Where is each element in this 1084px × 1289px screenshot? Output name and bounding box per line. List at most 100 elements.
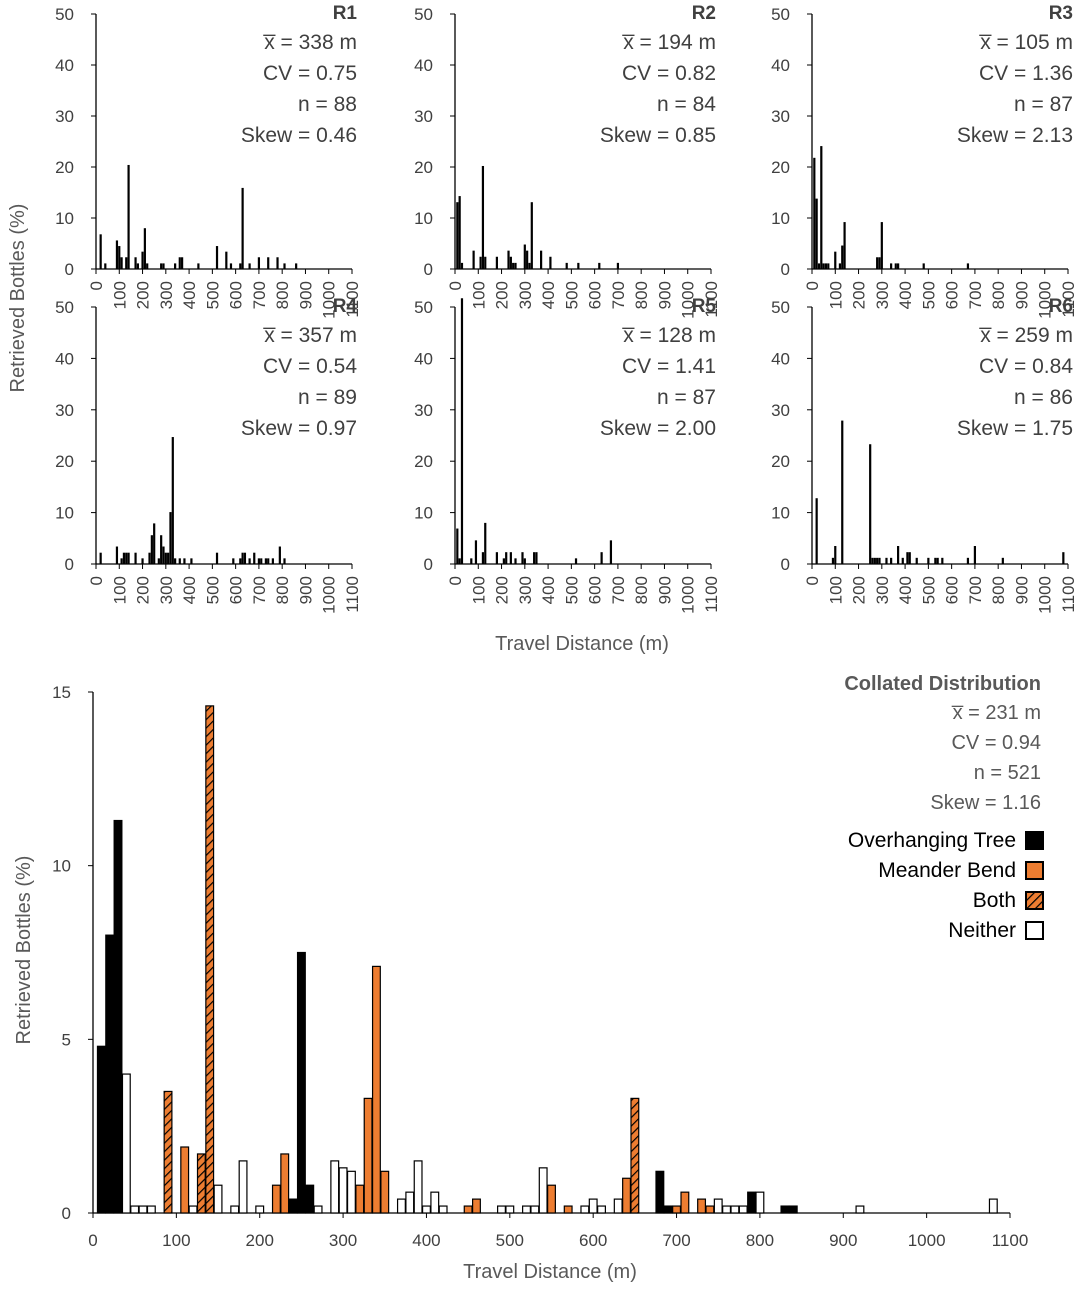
bar-neither — [396, 1198, 406, 1214]
bar-neither — [613, 1198, 623, 1214]
x-tick-label: 800 — [632, 281, 651, 309]
bar — [481, 552, 485, 564]
bar-bend — [672, 1205, 682, 1214]
bar-tree — [96, 1045, 106, 1214]
y-tick-label: 20 — [414, 158, 433, 177]
y-tick-label: 30 — [55, 401, 74, 420]
bar — [458, 558, 461, 564]
bar — [115, 546, 119, 564]
bar-neither — [330, 1160, 340, 1214]
x-axis-title-top: Travel Distance (m) — [495, 633, 669, 655]
bar — [523, 244, 526, 269]
y-tick-label: 50 — [414, 298, 433, 317]
bar-bend — [547, 1184, 556, 1214]
bar — [841, 420, 844, 564]
bar — [178, 257, 181, 269]
x-tick-label: 100 — [826, 281, 845, 309]
y-tick-label: 0 — [65, 260, 74, 279]
bar — [120, 257, 123, 269]
bar — [153, 523, 156, 564]
bar — [243, 552, 247, 564]
bar — [276, 257, 279, 269]
bar — [512, 262, 515, 269]
bar — [99, 234, 102, 269]
bar-tree — [305, 1184, 315, 1214]
y-tick-label: 0 — [781, 260, 790, 279]
bar — [540, 250, 543, 269]
y-tick-label: 40 — [55, 56, 74, 75]
bar — [122, 552, 126, 564]
x-tick-label: 0 — [803, 576, 822, 585]
x-tick-label: 200 — [493, 576, 512, 604]
stat-n: n = 86 — [1014, 386, 1073, 409]
stat-cv: CV = 0.82 — [622, 62, 716, 85]
bar-neither — [430, 1191, 440, 1214]
panel-title: R4 — [333, 296, 358, 317]
bar — [509, 256, 512, 269]
bar-neither — [855, 1205, 865, 1214]
bar — [841, 245, 844, 269]
stat-n: n = 88 — [298, 93, 357, 116]
y-tick-label: 30 — [414, 107, 433, 126]
bar — [505, 552, 508, 564]
bar — [283, 263, 286, 269]
bar-tree — [663, 1205, 673, 1214]
bar — [136, 263, 139, 269]
x-tick-label: 600 — [586, 576, 605, 604]
x-tick-label: 600 — [943, 281, 962, 309]
bar-bend — [371, 965, 381, 1214]
bar — [880, 222, 883, 269]
collated-marks: 0 5 10 15 0 100 200 300 400 500 600 700 800 900 1000 11… — [52, 683, 1028, 1250]
x-tick-label: 400 — [896, 281, 915, 309]
x-tick-label: 700 — [250, 576, 269, 604]
stat-n: n = 84 — [657, 93, 716, 116]
y-tick-label: 0 — [781, 555, 790, 574]
x-tick-label: 1100 — [992, 1231, 1029, 1250]
bar — [181, 257, 184, 269]
bar — [890, 557, 893, 564]
bar — [167, 552, 170, 564]
x-tick-label: 1000 — [679, 281, 698, 319]
x-tick-label: 400 — [180, 281, 199, 309]
x-tick-label: 700 — [966, 281, 985, 309]
bar — [528, 262, 531, 269]
x-tick-label: 500 — [562, 576, 581, 604]
bar-both — [196, 1153, 206, 1214]
x-tick-label: 700 — [966, 576, 985, 604]
panel-title: R1 — [333, 3, 358, 24]
legend-swatch-bend — [1025, 861, 1044, 880]
y-tick-label: 0 — [424, 555, 433, 574]
bar — [472, 250, 475, 269]
bar-neither — [588, 1198, 598, 1214]
x-tick-label: 1100 — [343, 281, 362, 318]
bar-tree — [113, 819, 123, 1214]
y-tick-label: 10 — [771, 209, 790, 228]
x-tick-label: 1000 — [1036, 576, 1055, 614]
x-tick-label: 400 — [896, 576, 915, 604]
bar-bend — [363, 1097, 373, 1214]
stat-cv: CV = 1.41 — [622, 355, 716, 378]
x-tick-label: 700 — [609, 281, 628, 309]
bar-tree — [105, 934, 115, 1214]
stat-skew: Skew = 0.85 — [600, 124, 716, 147]
panel-r1: R1 x̅ = 338 m CV = 0.75 n = 88 Skew = 0.… — [241, 3, 358, 147]
bar — [160, 263, 163, 269]
bar-neither — [121, 1073, 131, 1214]
x-tick-label: 1000 — [908, 1231, 946, 1250]
x-tick-label: 900 — [829, 1231, 857, 1250]
bar — [215, 246, 219, 269]
x-tick-label: 0 — [803, 281, 822, 290]
y-tick-label: 20 — [771, 158, 790, 177]
x-tick-label: 900 — [655, 576, 674, 604]
bar — [514, 262, 517, 269]
legend-swatch-neither — [1025, 921, 1044, 940]
bar-tree — [788, 1205, 798, 1214]
bar-neither — [730, 1205, 740, 1214]
bar — [869, 444, 872, 564]
x-tick-label: 0 — [87, 281, 106, 290]
bar — [834, 251, 837, 269]
bar-tree — [288, 1198, 298, 1214]
stat-cv: CV = 0.94 — [951, 732, 1041, 754]
bar-bend — [697, 1198, 707, 1214]
bar — [484, 256, 487, 269]
